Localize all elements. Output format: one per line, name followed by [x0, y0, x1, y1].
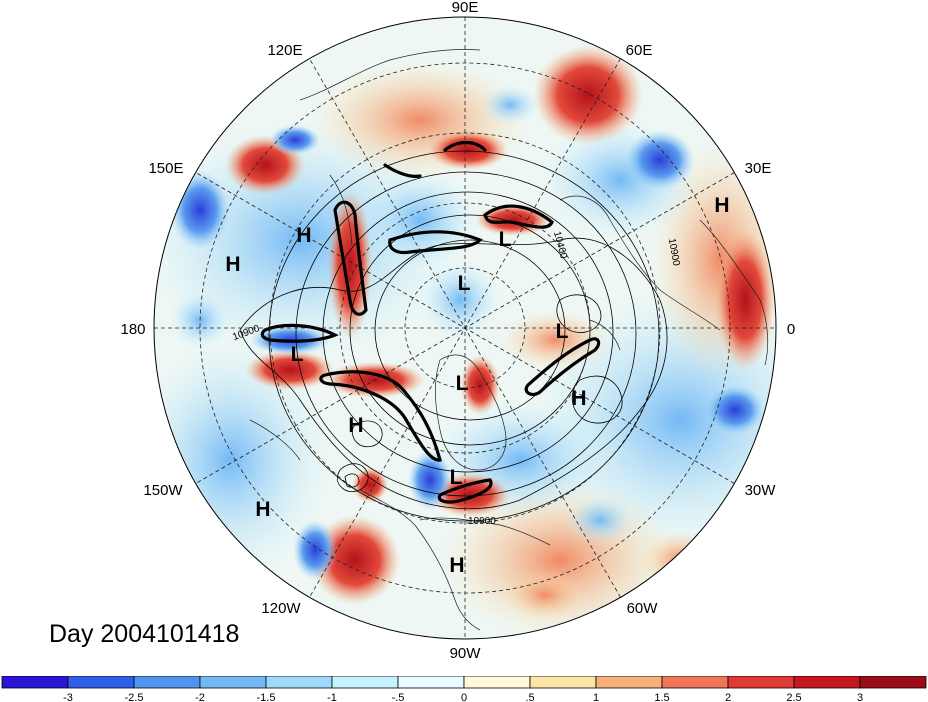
colorbar-boxes [1, 676, 927, 689]
colorbar-box [661, 676, 729, 689]
lon-label-120e: 120E [267, 42, 302, 59]
lon-label-150w: 150W [143, 482, 183, 499]
low-center-label: L [556, 320, 569, 343]
high-center-label: H [449, 554, 464, 577]
low-center-label: L [456, 372, 469, 395]
colorbar-box [133, 676, 201, 689]
colorbar-tick-label: 1 [593, 692, 599, 702]
polar-map: 90E 60E 30E 0 30W 60W 90W 120W 150W 180 … [120, 0, 795, 662]
high-center-label: H [714, 194, 729, 217]
colorbar-tick-label: -.5 [392, 692, 405, 702]
colorbar-tick-label: 1.5 [654, 692, 669, 702]
colorbar-box [397, 676, 465, 689]
colorbar-tick-label: 3 [857, 692, 863, 702]
anomaly-field [154, 17, 776, 639]
colorbar-box [859, 676, 927, 689]
low-centers: L L L L L L [291, 228, 569, 489]
lon-label-0: 0 [787, 321, 795, 338]
high-centers: H H H H H H H [225, 194, 729, 577]
colorbar-tick-label: -3 [63, 692, 73, 702]
lon-label-120w: 120W [261, 600, 301, 617]
lon-label-150e: 150E [148, 160, 183, 177]
longitude-labels: 90E 60E 30E 0 30W 60W 90W 120W 150W 180 … [120, 0, 795, 662]
colorbar-box [793, 676, 861, 689]
high-center-label: H [348, 414, 363, 437]
high-center-label: H [225, 253, 240, 276]
map-boundary [153, 16, 777, 640]
low-center-label: L [450, 466, 463, 489]
colorbar-box [265, 676, 333, 689]
colorbar-box [727, 676, 795, 689]
colorbar-tick-label: -2.5 [125, 692, 144, 702]
colorbar-box [67, 676, 135, 689]
colorbar-tick-label: 2 [725, 692, 731, 702]
lon-label-60w: 60W [627, 600, 659, 617]
low-center-label: L [458, 272, 471, 295]
colorbar-tick-label: 0 [461, 692, 467, 702]
colorbar-tick-label: 2.5 [786, 692, 801, 702]
contour-label: 10900 [468, 516, 496, 527]
low-center-label: L [291, 343, 304, 366]
lon-label-180: 180 [120, 321, 145, 338]
colorbar-labels: -3 -2.5 -2 -1.5 -1 -.5 0 .5 1 1.5 2 2.5 3 [63, 692, 863, 702]
colorbar: -3 -2.5 -2 -1.5 -1 -.5 0 .5 1 1.5 2 2.5 3 [1, 676, 927, 702]
high-center-label: H [255, 498, 270, 521]
high-center-label: H [571, 387, 586, 410]
contour-label: 10900 [666, 237, 682, 267]
colorbar-box [199, 676, 267, 689]
colorbar-box [595, 676, 663, 689]
colorbar-box [463, 676, 531, 689]
coastlines [249, 49, 769, 631]
colorbar-tick-label: -2 [195, 692, 205, 702]
colorbar-box [529, 676, 597, 689]
colorbar-tick-label: -1.5 [257, 692, 276, 702]
lon-label-90e: 90E [452, 0, 479, 16]
jet-contours [260, 140, 601, 504]
lon-label-60e: 60E [626, 42, 653, 59]
graticule [154, 17, 776, 639]
colorbar-tick-label: -1 [327, 692, 337, 702]
lon-label-90w: 90W [450, 645, 482, 662]
lon-label-30w: 30W [745, 482, 777, 499]
low-center-label: L [499, 228, 512, 251]
colorbar-tick-label: .5 [525, 692, 534, 702]
date-title: Day 2004101418 [49, 620, 240, 648]
high-center-label: H [296, 224, 311, 247]
lon-label-30e: 30E [745, 160, 772, 177]
colorbar-box [331, 676, 399, 689]
colorbar-box [1, 676, 69, 689]
